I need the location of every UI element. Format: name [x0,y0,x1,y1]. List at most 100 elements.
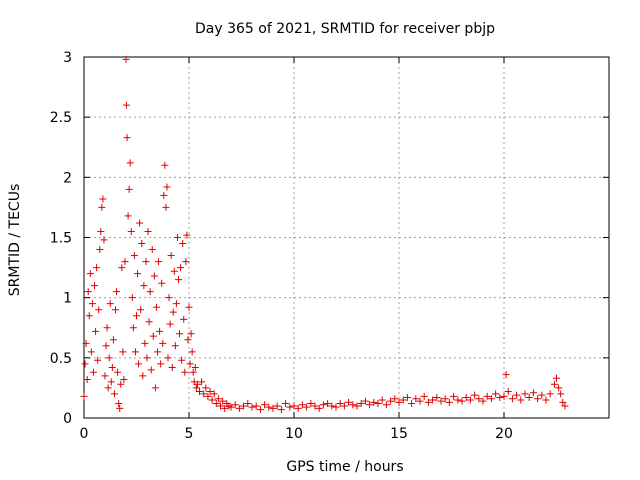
data-point [129,324,137,332]
data-point [175,276,182,284]
data-point [429,396,437,404]
data-point [152,303,160,311]
data-point [534,395,542,403]
data-point [336,400,344,408]
data-point [188,348,196,356]
data-point [113,288,121,296]
data-point [261,401,269,409]
data-point [231,401,239,409]
data-point [180,315,188,323]
data-point [294,404,302,412]
data-point [433,394,441,402]
data-point [235,404,243,412]
data-point [192,384,200,392]
data-point [128,294,136,302]
data-point [408,400,416,408]
data-point [475,395,483,403]
data-point [165,294,173,302]
data-point [202,384,210,392]
data-point [88,300,96,308]
data-point [424,398,432,406]
data-point [303,403,311,411]
data-point [93,264,101,272]
data-point [483,392,491,400]
data-point [366,401,374,409]
data-point [100,236,108,244]
data-point [119,348,127,356]
data-point [83,375,91,383]
data-point [196,388,203,396]
data-point [219,397,227,405]
data-point [353,402,361,410]
data-point [178,356,186,364]
data-point [127,227,135,235]
data-point [151,384,159,392]
data-point [130,252,138,260]
data-point [145,318,153,326]
data-point [240,402,248,410]
data-point [248,403,256,411]
data-point [391,395,399,403]
data-point [217,402,224,410]
y-tick-label: 3 [63,50,72,66]
y-tick-label: 1 [63,291,72,307]
data-point [184,336,192,344]
data-point [142,258,150,266]
data-point [340,402,348,410]
data-point [508,395,516,403]
data-point [167,252,175,260]
data-point [108,363,116,371]
data-point [168,363,176,371]
data-point [282,400,290,408]
data-point [555,384,563,392]
data-point [212,400,220,408]
data-point [204,392,212,400]
data-point [116,404,124,412]
data-point [412,395,420,403]
x-tick-label: 0 [80,426,89,442]
x-tick-label: 10 [285,426,303,442]
data-point [538,391,546,399]
data-point [121,258,129,266]
data-point [462,394,470,402]
data-point [87,348,95,356]
data-point [517,396,525,404]
data-point [349,401,357,409]
data-point [382,401,390,409]
data-point [277,406,285,414]
data-point [169,308,177,316]
data-point [181,368,189,376]
data-point [193,380,201,388]
data-point [500,392,508,400]
data-point [361,397,369,405]
data-point [466,396,474,404]
data-point [112,306,119,314]
data-point [200,390,208,398]
data-point [97,227,105,235]
data-point [395,398,403,406]
chart-title: Day 365 of 2021, SRMTID for receiver pbj… [195,21,495,37]
data-point [557,390,565,398]
data-point [115,400,123,408]
data-point [150,272,158,280]
data-point [134,270,142,278]
data-point [147,366,155,374]
data-point [124,212,132,220]
x-tick-label: 15 [390,426,408,442]
data-point [162,203,170,211]
data-point [80,392,88,400]
data-point [185,303,193,311]
data-point [102,342,110,350]
data-point [525,394,533,402]
data-point [160,191,168,199]
data-point [273,402,281,410]
data-point [144,227,152,235]
data-point [136,219,144,227]
data-point [378,396,386,404]
data-point [163,183,171,191]
data-point [357,400,365,408]
data-point [191,363,199,371]
data-point [171,342,179,350]
data-point [141,339,149,347]
data-point [81,360,89,368]
